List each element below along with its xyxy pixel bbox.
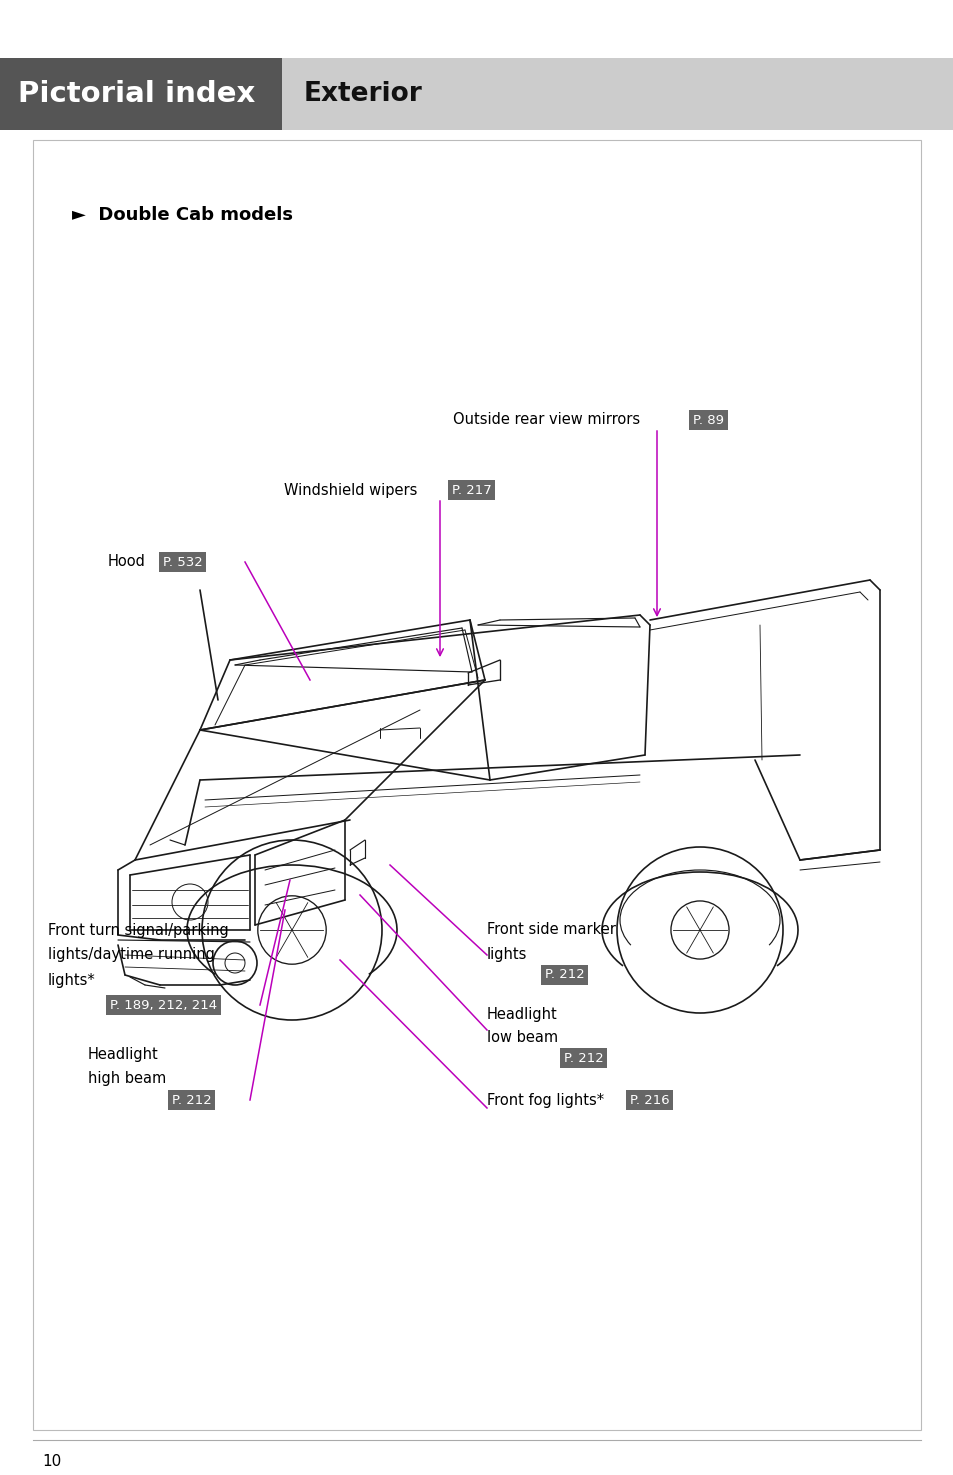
Text: P. 217: P. 217 <box>452 484 491 497</box>
Text: Headlight: Headlight <box>88 1047 158 1062</box>
Bar <box>282 58 953 130</box>
Text: P. 212: P. 212 <box>172 1093 212 1106</box>
Text: lights/daytime running: lights/daytime running <box>48 947 214 963</box>
Text: Outside rear view mirrors: Outside rear view mirrors <box>453 413 639 428</box>
Text: P. 216: P. 216 <box>629 1093 669 1106</box>
Text: high beam: high beam <box>88 1071 166 1086</box>
Text: Front side marker: Front side marker <box>486 922 616 938</box>
Text: Headlight: Headlight <box>486 1007 558 1022</box>
Text: Pictorial index: Pictorial index <box>18 80 255 108</box>
Text: P. 532: P. 532 <box>163 556 203 568</box>
Text: Front fog lights*: Front fog lights* <box>486 1093 603 1108</box>
Bar <box>0 58 282 130</box>
Text: ►  Double Cab models: ► Double Cab models <box>71 207 293 224</box>
Text: Windshield wipers: Windshield wipers <box>284 482 416 497</box>
Text: P. 89: P. 89 <box>692 413 723 426</box>
Text: lights: lights <box>486 947 527 963</box>
Bar <box>33 140 920 1429</box>
Text: Front turn signal/parking: Front turn signal/parking <box>48 922 229 938</box>
Text: lights*: lights* <box>48 972 95 987</box>
Text: P. 212: P. 212 <box>563 1052 603 1065</box>
Text: Exterior: Exterior <box>304 81 422 108</box>
Text: P. 212: P. 212 <box>544 969 584 981</box>
Text: 10: 10 <box>42 1454 61 1469</box>
Text: low beam: low beam <box>486 1031 558 1046</box>
Text: Hood: Hood <box>108 555 146 569</box>
Text: P. 189, 212, 214: P. 189, 212, 214 <box>110 999 217 1012</box>
